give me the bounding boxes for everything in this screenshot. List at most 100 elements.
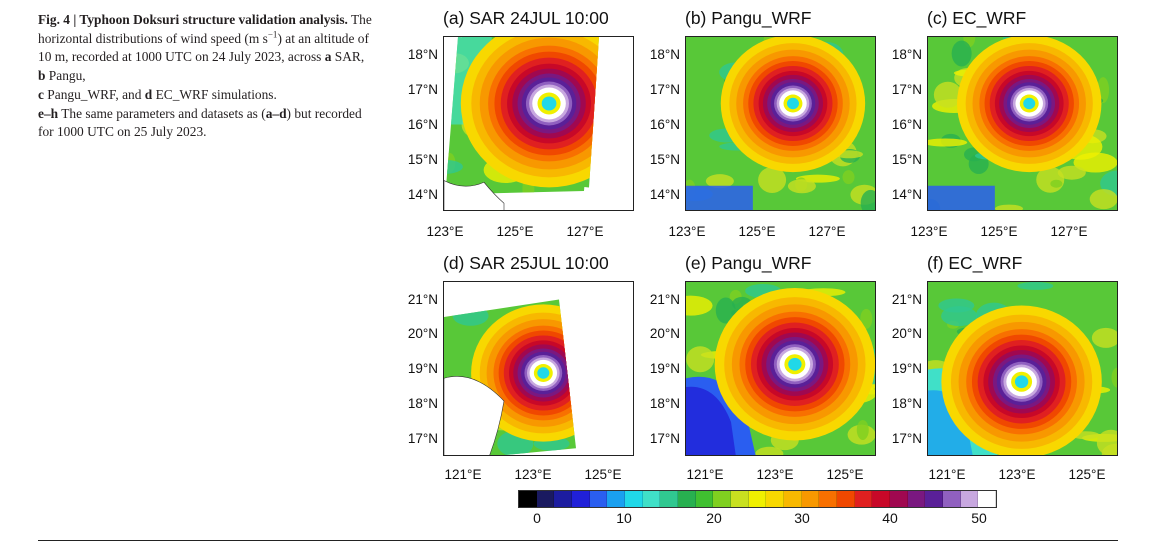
map-panel-a	[443, 36, 634, 211]
y-tick-label: 17°N	[891, 82, 922, 97]
colorbar-label: 40	[882, 510, 898, 526]
y-tick-label: 15°N	[891, 152, 922, 167]
colorbar-swatch	[872, 491, 891, 507]
y-tick-label: 21°N	[649, 292, 680, 307]
x-tick-label: 121°E	[686, 467, 724, 482]
y-tick-label: 19°N	[407, 361, 438, 376]
colorbar-swatch	[678, 491, 696, 507]
x-tick-label: 127°E	[1050, 224, 1088, 239]
caption-bold-letter: a	[324, 49, 332, 65]
x-tick-label: 125°E	[738, 224, 776, 239]
colorbar-swatch	[642, 491, 661, 507]
caption-superscript: −1	[267, 29, 278, 40]
y-tick-label: 18°N	[891, 396, 922, 411]
y-tick-label: 14°N	[649, 187, 680, 202]
colorbar-swatch	[766, 491, 785, 507]
wind-field	[686, 282, 875, 455]
y-tick-label: 14°N	[891, 187, 922, 202]
caption-text: The horizontal distributions of wind spe…	[38, 12, 372, 46]
colorbar-label: 50	[971, 510, 987, 526]
colorbar-swatch	[960, 491, 979, 507]
x-tick-label: 121°E	[928, 467, 966, 482]
caption-bold-letter: e–h	[38, 105, 59, 121]
x-tick-label: 123°E	[756, 467, 794, 482]
caption-text: The same parameters and datasets as (	[58, 105, 266, 121]
y-tick-label: 19°N	[891, 361, 922, 376]
y-tick-label: 15°N	[649, 152, 680, 167]
colorbar-swatch	[625, 491, 643, 507]
colorbar-swatch	[907, 491, 926, 507]
y-tick-label: 20°N	[649, 326, 680, 341]
x-tick-label: 123°E	[426, 224, 464, 239]
colorbar-swatch	[837, 491, 855, 507]
panel-title-c: (c) EC_WRF	[927, 8, 1027, 28]
y-tick-label: 17°N	[407, 82, 438, 97]
colorbar-label: 10	[616, 510, 632, 526]
colorbar-label: 20	[706, 510, 722, 526]
x-tick-label: 123°E	[998, 467, 1036, 482]
x-tick-label: 125°E	[496, 224, 534, 239]
colorbar-swatch	[536, 491, 555, 507]
caption-bold-letter: b	[38, 68, 46, 84]
y-tick-label: 16°N	[649, 117, 680, 132]
x-tick-label: 125°E	[1068, 467, 1106, 482]
colorbar-label: 0	[533, 510, 541, 526]
panel-title-a: (a) SAR 24JUL 10:00	[443, 8, 609, 28]
colorbar-swatch	[713, 491, 732, 507]
caption-text: Pangu_WRF, and	[43, 86, 145, 102]
caption-text: EC_WRF simulations.	[152, 86, 277, 102]
wind-field	[686, 37, 875, 210]
y-tick-label: 16°N	[407, 117, 438, 132]
y-tick-label: 18°N	[407, 396, 438, 411]
map-panel-d	[443, 281, 634, 456]
caption-text: SAR,	[331, 49, 365, 65]
x-tick-label: 125°E	[826, 467, 864, 482]
x-tick-label: 127°E	[808, 224, 846, 239]
panel-title-b: (b) Pangu_WRF	[685, 8, 812, 28]
y-tick-label: 14°N	[407, 187, 438, 202]
wind-field	[928, 37, 1117, 210]
panel-title-d: (d) SAR 25JUL 10:00	[443, 253, 609, 273]
y-tick-label: 18°N	[407, 47, 438, 62]
colorbar-swatch	[589, 491, 608, 507]
caption-bold-letter: d	[144, 86, 153, 102]
x-tick-label: 125°E	[980, 224, 1018, 239]
colorbar-swatch	[890, 491, 908, 507]
figure-caption: Fig. 4 | Typhoon Doksuri structure valid…	[38, 11, 373, 142]
colorbar-swatch	[801, 491, 820, 507]
colorbar-swatch	[695, 491, 714, 507]
colorbar-swatch	[925, 491, 944, 507]
y-tick-label: 17°N	[407, 431, 438, 446]
colorbar-swatch	[660, 491, 679, 507]
x-tick-label: 121°E	[444, 467, 482, 482]
x-tick-label: 127°E	[566, 224, 604, 239]
colorbar-swatch	[607, 491, 626, 507]
y-tick-label: 21°N	[407, 292, 438, 307]
x-tick-label: 123°E	[514, 467, 552, 482]
bottom-rule	[38, 540, 1118, 541]
colorbar-swatch	[819, 491, 838, 507]
map-panel-f	[927, 281, 1118, 456]
x-tick-label: 125°E	[584, 467, 622, 482]
y-tick-label: 18°N	[649, 396, 680, 411]
map-panel-b	[685, 36, 876, 211]
y-tick-label: 18°N	[891, 47, 922, 62]
caption-label: Fig. 4 | Typhoon Doksuri structure valid…	[38, 12, 348, 27]
y-tick-label: 20°N	[891, 326, 922, 341]
y-tick-label: 20°N	[407, 326, 438, 341]
y-tick-label: 17°N	[649, 82, 680, 97]
y-tick-label: 21°N	[891, 292, 922, 307]
colorbar-swatch	[784, 491, 802, 507]
map-panel-c	[927, 36, 1118, 211]
colorbar-swatch	[519, 491, 537, 507]
caption-bold-letter: c	[38, 86, 44, 102]
y-tick-label: 17°N	[891, 431, 922, 446]
x-tick-label: 123°E	[668, 224, 706, 239]
y-tick-label: 19°N	[649, 361, 680, 376]
panel-title-e: (e) Pangu_WRF	[685, 253, 812, 273]
y-tick-label: 17°N	[649, 431, 680, 446]
panel-title-f: (f) EC_WRF	[927, 253, 1023, 273]
colorbar-swatch	[572, 491, 590, 507]
colorbar-swatch	[854, 491, 873, 507]
colorbar-swatch	[731, 491, 749, 507]
